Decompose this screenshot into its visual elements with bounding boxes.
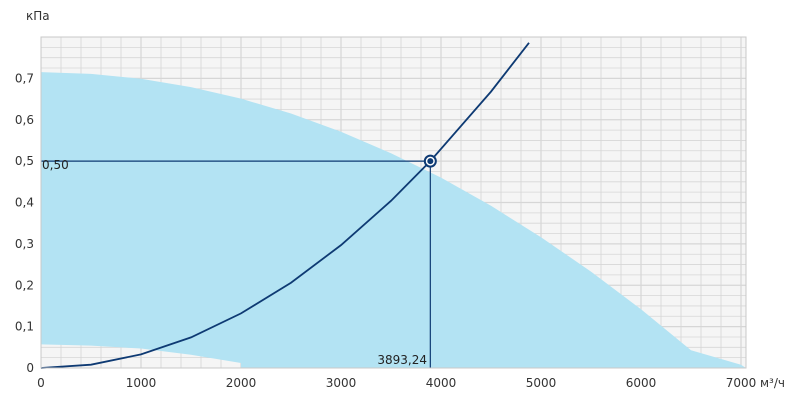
operating-region <box>41 72 746 368</box>
operating-point-guides <box>41 160 431 368</box>
x-tick-label: 2000 <box>226 376 257 390</box>
y-tick-label: 0,1 <box>15 320 34 334</box>
x-tick-label: 5000 <box>526 376 557 390</box>
y-tick-label: 0,6 <box>15 113 34 127</box>
x-axis-label: м³/ч <box>760 376 785 390</box>
y-axis: 0 0,1 0,2 0,3 0,4 0,5 0,6 0,7 <box>15 71 34 375</box>
x-tick-label: 3000 <box>326 376 357 390</box>
operating-point <box>423 154 437 168</box>
operating-point-y-label: 0,50 <box>42 158 69 172</box>
operating-point-dot <box>427 158 434 165</box>
y-tick-label: 0,7 <box>15 71 34 85</box>
x-tick-label: 6000 <box>626 376 657 390</box>
y-tick-label: 0,2 <box>15 278 34 292</box>
x-tick-label: 7000 <box>726 376 757 390</box>
system-curve <box>40 42 530 369</box>
y-axis-label: кПа <box>26 9 50 23</box>
y-tick-label: 0,3 <box>15 237 34 251</box>
x-axis: 0 1000 2000 3000 4000 5000 6000 7000 <box>37 376 756 390</box>
y-tick-label: 0 <box>26 361 34 375</box>
y-tick-label: 0,5 <box>15 154 34 168</box>
operating-point-x-label: 3893,24 <box>377 353 427 367</box>
plot-frame <box>40 36 747 369</box>
x-tick-label: 4000 <box>426 376 457 390</box>
x-tick-label: 0 <box>37 376 45 390</box>
y-tick-label: 0,4 <box>15 196 34 210</box>
x-tick-label: 1000 <box>126 376 157 390</box>
